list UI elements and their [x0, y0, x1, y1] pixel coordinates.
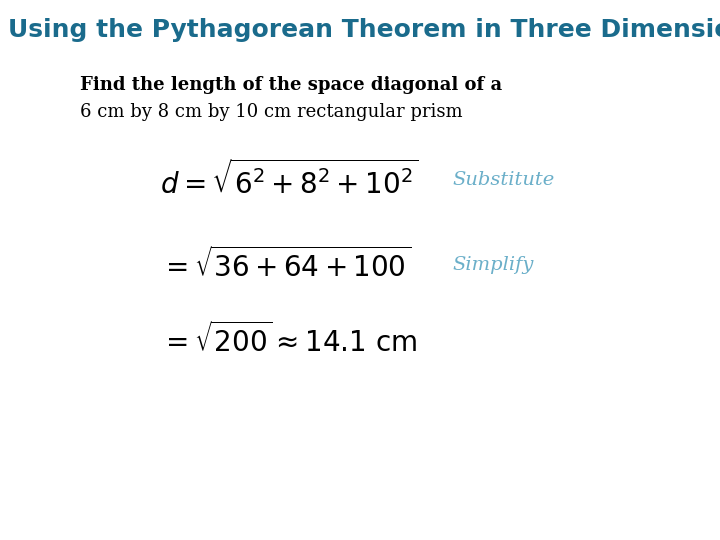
Text: $= \sqrt{36 + 64 + 100}$: $= \sqrt{36 + 64 + 100}$ — [160, 247, 411, 283]
Text: $= \sqrt{200} \approx 14.1\ \mathrm{cm}$: $= \sqrt{200} \approx 14.1\ \mathrm{cm}$ — [160, 322, 417, 358]
Text: Using the Pythagorean Theorem in Three Dimensions: Using the Pythagorean Theorem in Three D… — [8, 18, 720, 42]
Text: $d = \sqrt{6^2 + 8^2 + 10^2}$: $d = \sqrt{6^2 + 8^2 + 10^2}$ — [160, 160, 419, 200]
Text: 6 cm by 8 cm by 10 cm rectangular prism: 6 cm by 8 cm by 10 cm rectangular prism — [80, 103, 463, 121]
Text: Substitute: Substitute — [452, 171, 554, 189]
Text: Simplify: Simplify — [452, 256, 534, 274]
Text: Find the length of the space diagonal of a: Find the length of the space diagonal of… — [80, 76, 502, 94]
